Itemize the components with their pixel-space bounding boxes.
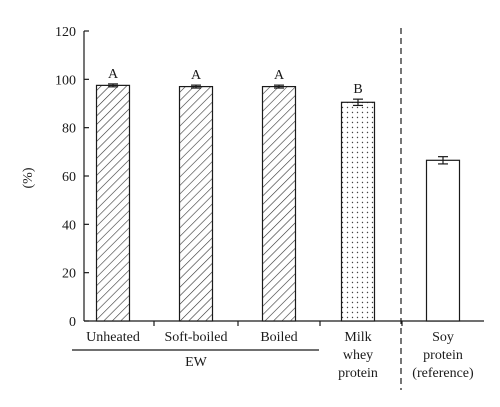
axes: 0 20 40 60 80 100 120 (%) — [21, 25, 484, 390]
y-tick-label: 80 — [62, 122, 76, 137]
y-axis-label: (%) — [21, 167, 36, 188]
category-label: Soy — [432, 330, 454, 345]
y-tick-label: 0 — [69, 315, 76, 330]
bar — [95, 84, 131, 322]
significance-label: B — [353, 82, 362, 97]
category-label: whey — [343, 348, 373, 363]
significance-label: A — [191, 68, 202, 83]
y-tick-label: 40 — [62, 218, 76, 233]
category-label: Soft-boiled — [165, 330, 228, 345]
bars — [95, 83, 461, 322]
group-label: EW — [185, 355, 208, 370]
y-tick-label: 120 — [55, 25, 76, 40]
bar — [340, 101, 376, 322]
category-label: protein — [423, 348, 463, 363]
bar — [261, 85, 297, 322]
labels: A Unheated A Soft-boiled A Boiled B Milk whey pro… — [86, 67, 474, 381]
y-tick-label: 20 — [62, 267, 76, 282]
y-tick-label: 100 — [55, 73, 76, 88]
category-label: Milk — [344, 330, 371, 345]
category-label: protein — [338, 366, 378, 381]
significance-label: A — [108, 67, 119, 82]
bar — [178, 85, 214, 322]
category-label: Unheated — [86, 330, 140, 345]
category-label: (reference) — [412, 366, 474, 381]
bar — [425, 159, 461, 322]
significance-label: A — [274, 68, 285, 83]
category-label: Boiled — [260, 330, 297, 345]
y-tick-label: 60 — [62, 170, 76, 185]
